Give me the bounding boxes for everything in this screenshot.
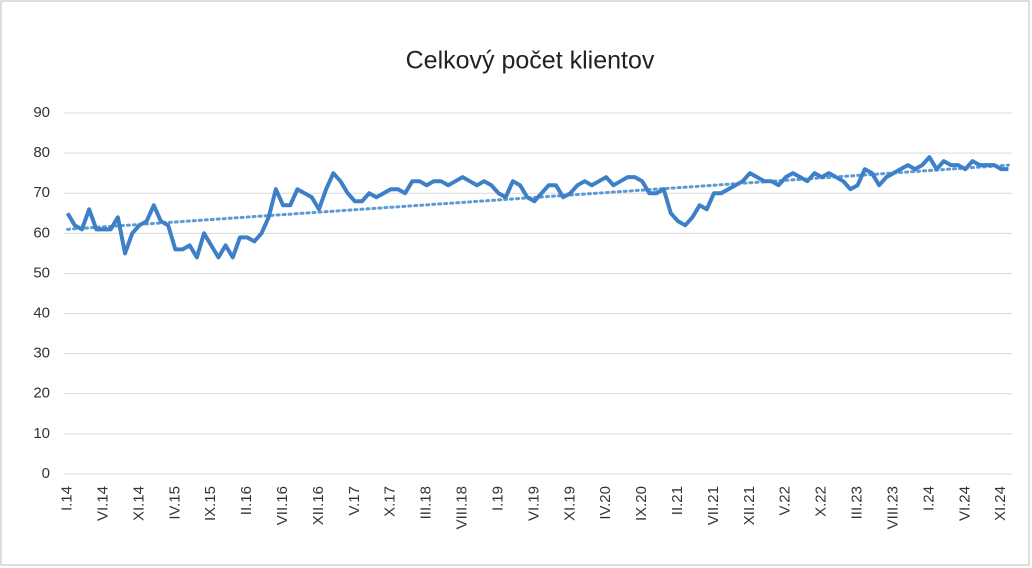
y-tick-label: 90 bbox=[33, 104, 50, 121]
x-tick-label: V.22 bbox=[777, 486, 794, 515]
trendline bbox=[66, 163, 1010, 231]
x-tick-label: III.23 bbox=[849, 486, 866, 519]
x-tick-label: VIII.18 bbox=[454, 486, 471, 529]
x-tick-label: XII.21 bbox=[741, 486, 758, 525]
x-tick-label: XI.19 bbox=[561, 486, 578, 521]
x-tick-label: III.18 bbox=[418, 486, 435, 519]
x-tick-label: IX.20 bbox=[633, 486, 650, 521]
chart-title: Celkový počet klientov bbox=[406, 47, 655, 75]
y-tick-label: 10 bbox=[33, 425, 50, 442]
x-tick-label: X.17 bbox=[382, 486, 399, 517]
x-tick-label: XII.16 bbox=[310, 486, 327, 525]
y-tick-label: 20 bbox=[33, 385, 50, 402]
y-tick-label: 0 bbox=[42, 465, 50, 482]
y-tick-label: 50 bbox=[33, 264, 50, 281]
x-tick-label: VIII.23 bbox=[884, 486, 901, 529]
x-tick-label: IV.20 bbox=[597, 486, 614, 520]
x-tick-label: I.24 bbox=[920, 486, 937, 511]
y-tick-label: 40 bbox=[33, 305, 50, 322]
x-tick-label: VII.21 bbox=[705, 486, 722, 525]
x-tick-label: II.16 bbox=[238, 486, 255, 515]
x-tick-label: XI.14 bbox=[130, 486, 147, 521]
x-tick-label: VI.19 bbox=[525, 486, 542, 521]
x-tick-label: VII.16 bbox=[274, 486, 291, 525]
x-tick-label: XI.24 bbox=[992, 486, 1009, 521]
x-tick-label: II.21 bbox=[669, 486, 686, 515]
x-tick-label: I.14 bbox=[59, 486, 76, 511]
x-tick-label: I.19 bbox=[489, 486, 506, 511]
y-tick-label: 30 bbox=[33, 345, 50, 362]
y-tick-label: 70 bbox=[33, 184, 50, 201]
y-tick-label: 60 bbox=[33, 224, 50, 241]
x-tick-label: VI.24 bbox=[956, 486, 973, 521]
x-tick-label: IV.15 bbox=[166, 486, 183, 520]
series-line bbox=[65, 155, 1009, 260]
y-tick-label: 80 bbox=[33, 144, 50, 161]
x-tick-label: X.22 bbox=[813, 486, 830, 517]
x-tick-label: V.17 bbox=[346, 486, 363, 515]
x-tick-label: IX.15 bbox=[202, 486, 219, 521]
x-tick-label: VI.14 bbox=[94, 486, 111, 521]
